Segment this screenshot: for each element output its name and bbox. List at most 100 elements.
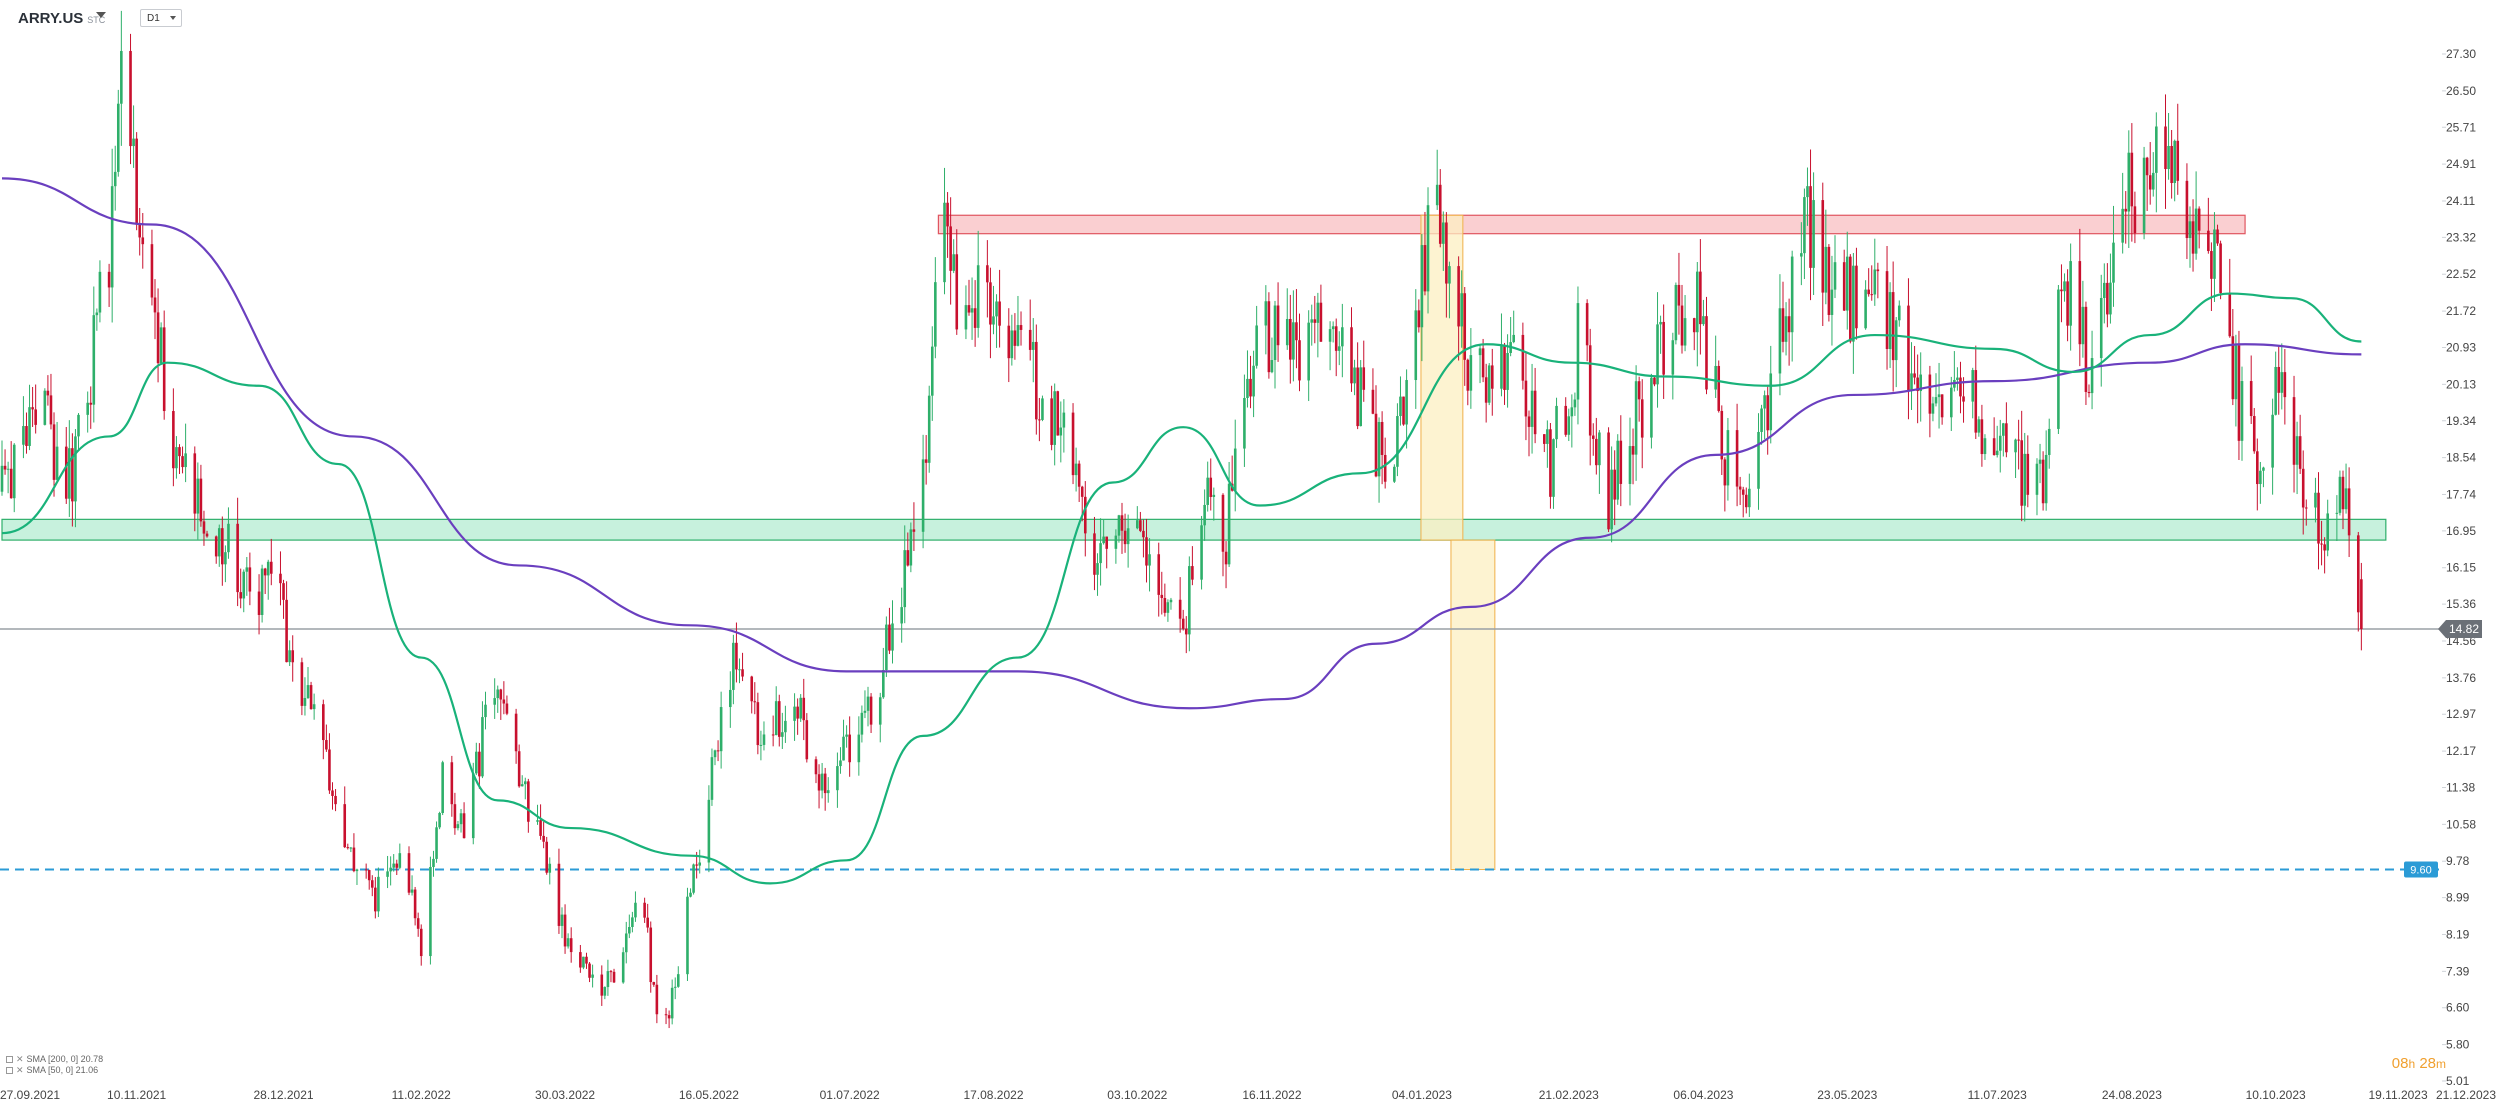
candle-body xyxy=(1053,391,1056,445)
candle-body xyxy=(1212,494,1216,497)
candle-body xyxy=(386,871,389,877)
candle-body xyxy=(1169,599,1173,603)
candle-body xyxy=(395,863,399,868)
candle-body xyxy=(52,424,56,480)
candle-body xyxy=(621,952,625,983)
candle-body xyxy=(628,927,631,934)
close-icon[interactable]: ✕ xyxy=(16,1054,24,1064)
candle-body xyxy=(196,478,200,514)
candle-body xyxy=(1962,396,1965,402)
candle-body xyxy=(150,244,154,298)
candle-body xyxy=(89,402,93,405)
candle-body xyxy=(1928,374,1932,414)
y-tick-label: 10.58 xyxy=(2446,817,2476,831)
candle-body xyxy=(719,707,723,752)
candle-body xyxy=(135,138,138,225)
candle-body xyxy=(1050,398,1053,445)
candle-body xyxy=(1206,477,1209,505)
candle-body xyxy=(842,736,845,761)
candle-body xyxy=(1077,463,1081,487)
legend-item-sma200[interactable]: ✕ SMA [200, 0] 20.78 xyxy=(6,1054,103,1065)
candle-body xyxy=(499,689,503,700)
candle-body xyxy=(2197,208,2201,231)
sma-200-line xyxy=(1,177,2362,710)
candle-body xyxy=(689,892,692,897)
candle-body xyxy=(288,650,291,663)
x-tick-label: 10.10.2023 xyxy=(2246,1088,2306,1102)
candle-body xyxy=(949,226,952,271)
candle-body xyxy=(2274,366,2277,415)
candle-body xyxy=(1980,419,1984,455)
y-tick-label: 24.91 xyxy=(2446,157,2476,171)
candle-body xyxy=(860,712,864,735)
candle-body xyxy=(1787,316,1791,333)
candle-body xyxy=(1803,197,1806,254)
x-tick-label: 17.08.2022 xyxy=(963,1088,1023,1102)
candle-body xyxy=(493,698,496,705)
candle-body xyxy=(2148,175,2152,190)
candle-body xyxy=(2099,297,2103,359)
candle-body xyxy=(392,863,395,868)
symbol-label[interactable]: ARRY.US STC xyxy=(18,10,106,27)
candle-body xyxy=(1426,205,1430,292)
candle-body xyxy=(536,820,539,822)
x-tick-label: 10.11.2021 xyxy=(107,1088,166,1102)
candle-body xyxy=(2323,544,2326,551)
x-tick-label: 21.12.2023 xyxy=(2436,1088,2496,1102)
candle-body xyxy=(707,799,711,863)
candle-body xyxy=(1038,419,1041,421)
candle-body xyxy=(1809,186,1812,268)
candle-body xyxy=(1653,377,1656,385)
candle-body xyxy=(652,982,656,985)
settings-icon[interactable] xyxy=(6,1067,13,1074)
candle-body xyxy=(1524,380,1528,417)
candle-body xyxy=(1956,377,1959,380)
close-icon[interactable]: ✕ xyxy=(16,1065,24,1075)
candle-body xyxy=(269,561,273,574)
candle-body xyxy=(239,592,242,599)
candle-body xyxy=(1549,429,1552,497)
candle-body xyxy=(667,1015,671,1019)
candle-body xyxy=(1591,435,1595,439)
candle-body xyxy=(92,315,96,405)
candle-body xyxy=(866,696,870,711)
candle-body xyxy=(162,327,166,412)
candle-body xyxy=(1209,477,1213,497)
timeframe-select[interactable]: D1 xyxy=(140,9,182,27)
candle-body xyxy=(1396,416,1399,467)
candle-body xyxy=(1114,535,1118,549)
candle-body xyxy=(545,841,549,873)
candle-body xyxy=(2240,381,2244,441)
candle-body xyxy=(900,607,903,624)
candle-body xyxy=(836,766,839,791)
timeframe-value: D1 xyxy=(147,13,160,24)
candle-body xyxy=(153,297,157,313)
candle-body xyxy=(1821,200,1825,293)
candle-body xyxy=(2317,492,2320,544)
candle-body xyxy=(214,536,218,557)
candle-body xyxy=(306,685,310,698)
candle-body xyxy=(1445,222,1448,284)
candle-body xyxy=(1855,265,1858,329)
candle-body xyxy=(496,689,500,699)
candle-body xyxy=(3,465,7,470)
candle-body xyxy=(1096,563,1099,575)
settings-icon[interactable] xyxy=(6,1056,13,1063)
candle-body xyxy=(989,282,992,325)
candle-body xyxy=(1163,598,1167,613)
candle-body xyxy=(848,734,851,763)
candle-body xyxy=(1766,395,1769,431)
candle-body xyxy=(927,395,931,463)
candle-body xyxy=(692,864,695,893)
legend-item-sma50[interactable]: ✕ SMA [50, 0] 21.06 xyxy=(6,1065,103,1076)
y-tick-label: 5.80 xyxy=(2446,1038,2470,1052)
candle-body xyxy=(1319,302,1323,342)
candle-body xyxy=(1374,413,1378,477)
candle-body xyxy=(1136,520,1139,529)
candle-body xyxy=(1105,536,1109,549)
chevron-down-icon[interactable] xyxy=(96,12,106,18)
candle-body xyxy=(839,760,842,767)
candle-body xyxy=(410,889,414,893)
candle-body xyxy=(374,887,377,912)
